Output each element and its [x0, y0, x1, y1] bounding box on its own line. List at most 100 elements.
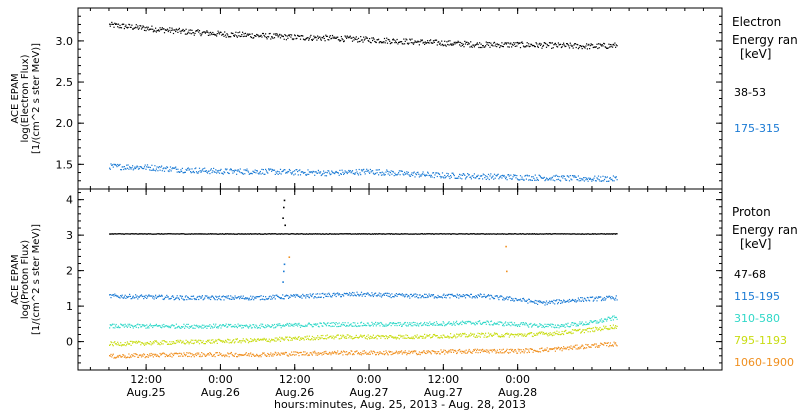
- data-point: [255, 339, 256, 340]
- data-point: [388, 296, 389, 297]
- data-point: [497, 334, 498, 335]
- data-point: [615, 298, 616, 299]
- data-point: [253, 355, 254, 356]
- data-point: [582, 321, 583, 322]
- data-point: [332, 351, 333, 352]
- data-point: [599, 346, 600, 347]
- data-point: [220, 169, 221, 170]
- data-point: [510, 300, 511, 301]
- data-point: [343, 335, 344, 336]
- data-point: [151, 344, 152, 345]
- data-point: [295, 351, 296, 352]
- data-point: [603, 326, 604, 327]
- data-point: [179, 299, 180, 300]
- data-point: [293, 354, 294, 355]
- data-point: [442, 337, 443, 338]
- data-point: [526, 335, 527, 336]
- data-point: [265, 325, 266, 326]
- data-point: [507, 42, 508, 43]
- data-point: [576, 325, 577, 326]
- data-point: [244, 298, 245, 299]
- data-point: [128, 164, 129, 165]
- data-point: [403, 294, 404, 295]
- data-point: [411, 174, 412, 175]
- data-point: [553, 324, 554, 325]
- data-point: [188, 353, 189, 354]
- data-point: [476, 44, 477, 45]
- data-point: [262, 299, 263, 300]
- data-point: [475, 177, 476, 178]
- data-point: [348, 337, 349, 338]
- data-point: [425, 297, 426, 298]
- data-point: [291, 352, 292, 353]
- data-point: [190, 171, 191, 172]
- data-point: [225, 325, 226, 326]
- data-point: [449, 297, 450, 298]
- data-point: [246, 325, 247, 326]
- data-point: [605, 319, 606, 320]
- data-point: [351, 171, 352, 172]
- data-point: [347, 325, 348, 326]
- data-point: [198, 32, 199, 33]
- data-point: [121, 296, 122, 297]
- data-point: [520, 47, 521, 48]
- data-point: [532, 349, 533, 350]
- data-point: [442, 44, 443, 45]
- data-point: [276, 337, 277, 338]
- data-point: [601, 45, 602, 46]
- data-point: [172, 29, 173, 30]
- data-point: [600, 44, 601, 45]
- data-point: [336, 353, 337, 354]
- data-point: [210, 343, 211, 344]
- data-point: [214, 327, 215, 328]
- data-point: [451, 323, 452, 324]
- data-point: [536, 333, 537, 334]
- data-point: [141, 294, 142, 295]
- data-point: [537, 46, 538, 47]
- data-point: [498, 297, 499, 298]
- data-point: [200, 35, 201, 36]
- data-point: [533, 333, 534, 334]
- data-point: [147, 164, 148, 165]
- data-point: [504, 325, 505, 326]
- data-point: [193, 328, 194, 329]
- data-point: [484, 335, 485, 336]
- data-point: [216, 172, 217, 173]
- data-point: [368, 171, 369, 172]
- data-point: [539, 323, 540, 324]
- data-point: [241, 342, 242, 343]
- data-point: [322, 326, 323, 327]
- data-point: [447, 352, 448, 353]
- data-point: [307, 336, 308, 337]
- data-point: [466, 323, 467, 324]
- data-point: [331, 353, 332, 354]
- data-point: [287, 36, 288, 37]
- data-point: [435, 325, 436, 326]
- data-point: [321, 335, 322, 336]
- data-point: [473, 45, 474, 46]
- data-point: [449, 337, 450, 338]
- data-point: [586, 300, 587, 301]
- data-point: [424, 44, 425, 45]
- data-point: [556, 331, 557, 332]
- data-point: [342, 294, 343, 295]
- data-point: [143, 168, 144, 169]
- data-point: [244, 36, 245, 37]
- data-point: [414, 176, 415, 177]
- data-point: [475, 337, 476, 338]
- data-point: [530, 301, 531, 302]
- data-point: [191, 33, 192, 34]
- data-point: [142, 354, 143, 355]
- data-point: [608, 44, 609, 45]
- data-point: [256, 340, 257, 341]
- data-point: [444, 297, 445, 298]
- data-point: [350, 336, 351, 337]
- data-point: [589, 48, 590, 49]
- data-point: [423, 324, 424, 325]
- data-point: [300, 296, 301, 297]
- data-point: [171, 353, 172, 354]
- data-point: [244, 33, 245, 34]
- data-point: [394, 175, 395, 176]
- data-point: [160, 325, 161, 326]
- data-point: [263, 296, 264, 297]
